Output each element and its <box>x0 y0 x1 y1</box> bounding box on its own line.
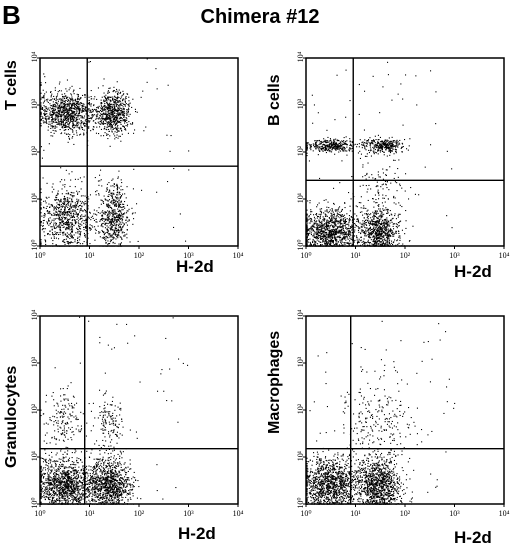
y-tick-label: 10³ <box>296 98 305 109</box>
x-tick-label: 10³ <box>449 509 460 518</box>
y-tick-label: 10² <box>30 145 39 156</box>
y-tick-label: 10³ <box>30 98 39 109</box>
plot-frame <box>305 57 505 247</box>
x-tick-label: 10³ <box>183 251 194 260</box>
plot-frame <box>305 315 505 505</box>
x-tick-label: 10⁰ <box>34 251 45 260</box>
y-tick-label: 10³ <box>296 356 305 367</box>
plot-granulocytes: 10⁰ 10¹ 10² 10³ 10⁴ 10⁰ 10¹ 10² 10³ 10⁴ <box>20 308 250 538</box>
x-tick-label: 10³ <box>183 509 194 518</box>
x-axis-label-t-cells: H-2d <box>176 257 214 276</box>
y-tick-label: 10¹ <box>30 450 39 461</box>
x-tick-label: 10⁴ <box>233 251 244 260</box>
x-tick-label: 10¹ <box>350 251 361 260</box>
x-axis-label-b-cells: H-2d <box>454 262 492 281</box>
flow-plot-b-cells: 10⁰ 10¹ 10² 10³ 10⁴ 10⁰ 10¹ 10² 10³ 10⁴ <box>296 51 510 260</box>
x-tick-label: 10² <box>400 509 411 518</box>
y-tick-label: 10⁰ <box>30 497 39 508</box>
y-tick-label: 10⁰ <box>30 239 39 250</box>
x-tick-label: 10⁰ <box>300 251 311 260</box>
y-tick-label: 10¹ <box>296 192 305 203</box>
x-tick-label: 10⁰ <box>300 509 311 518</box>
x-tick-label: 10¹ <box>84 251 95 260</box>
figure-title: Chimera #12 <box>200 6 320 28</box>
x-tick-label: 10¹ <box>84 509 95 518</box>
y-axis-label-macrophages: Macrophages <box>266 330 283 434</box>
y-axis-label-b-cells: B cells <box>266 74 283 126</box>
x-axis-label-granulocytes: H-2d <box>178 524 216 543</box>
flow-plot-t-cells: 10⁰ 10¹ 10² 10³ 10⁴ 10⁰ 10¹ 10² 10³ 10⁴ <box>30 51 244 260</box>
x-tick-label: 10² <box>134 509 145 518</box>
y-tick-label: 10⁴ <box>296 51 305 62</box>
x-tick-label: 10⁴ <box>233 509 244 518</box>
plot-t-cells: 10⁰ 10¹ 10² 10³ 10⁴ 10⁰ 10¹ 10² 10³ 10⁴ <box>20 50 250 280</box>
plot-frame <box>39 315 239 505</box>
y-tick-label: 10⁰ <box>296 497 305 508</box>
plot-macrophages: 10⁰ 10¹ 10² 10³ 10⁴ 10⁰ 10¹ 10² 10³ 10⁴ <box>286 308 516 538</box>
x-tick-label: 10² <box>400 251 411 260</box>
x-tick-label: 10⁴ <box>499 251 510 260</box>
y-tick-label: 10⁴ <box>30 309 39 320</box>
plot-frame <box>39 57 239 247</box>
y-tick-label: 10² <box>296 145 305 156</box>
x-tick-label: 10⁴ <box>499 509 510 518</box>
event-dots <box>40 58 190 247</box>
event-dots <box>306 320 456 505</box>
y-tick-label: 10² <box>30 403 39 414</box>
y-tick-label: 10³ <box>30 356 39 367</box>
y-tick-label: 10² <box>296 403 305 414</box>
flow-plot-macrophages: 10⁰ 10¹ 10² 10³ 10⁴ 10⁰ 10¹ 10² 10³ 10⁴ <box>296 309 510 518</box>
x-axis-label-macrophages: H-2d <box>454 528 492 547</box>
x-tick-label: 10² <box>134 251 145 260</box>
x-tick-label: 10¹ <box>350 509 361 518</box>
y-tick-label: 10⁴ <box>296 309 305 320</box>
event-dots <box>40 316 189 505</box>
y-tick-label: 10¹ <box>30 192 39 203</box>
y-tick-label: 10¹ <box>296 450 305 461</box>
y-tick-label: 10⁰ <box>296 239 305 250</box>
y-tick-label: 10⁴ <box>30 51 39 62</box>
panel-letter: B <box>2 0 21 30</box>
y-axis-label-t-cells: T cells <box>3 60 20 110</box>
x-tick-label: 10³ <box>449 251 460 260</box>
y-axis-label-granulocytes: Granulocytes <box>3 365 20 468</box>
plot-b-cells: 10⁰ 10¹ 10² 10³ 10⁴ 10⁰ 10¹ 10² 10³ 10⁴ <box>286 50 516 280</box>
x-tick-label: 10⁰ <box>34 509 45 518</box>
event-dots <box>306 61 453 247</box>
flow-plot-granulocytes: 10⁰ 10¹ 10² 10³ 10⁴ 10⁰ 10¹ 10² 10³ 10⁴ <box>30 309 244 518</box>
